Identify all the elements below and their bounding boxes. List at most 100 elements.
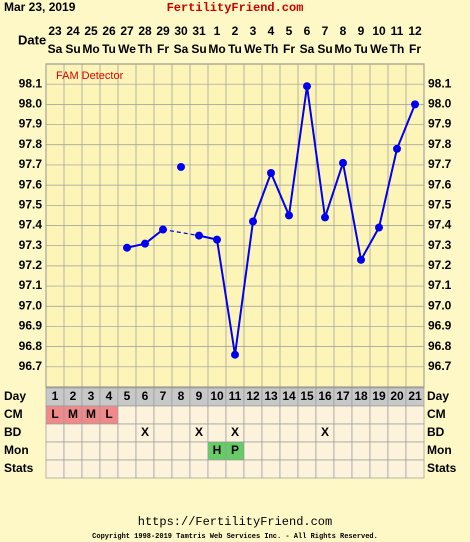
date-label: 11 [391,24,404,38]
y-tick-label-right: 96.8 [428,339,452,353]
weekday-label: Fr [283,42,295,56]
table-cell [171,441,191,461]
date-label: 7 [322,24,329,38]
table-cell [333,459,353,479]
table-cell [369,423,389,443]
row-label: Stats [4,461,34,475]
weekday-label: Th [264,42,279,56]
temperature-point [141,239,149,248]
table-cell [207,459,227,479]
y-tick-label: 97.4 [19,218,43,232]
cell-value: P [231,443,239,457]
table-cell [369,441,389,461]
date-label: 24 [66,24,80,38]
date-label: 30 [174,24,188,38]
date-label: 25 [84,24,98,38]
row-label-right: CM [427,407,446,421]
temperature-point [285,211,293,220]
table-cell [297,423,317,443]
date-label: 23 [48,24,62,38]
date-label: 12 [408,24,422,38]
row-label-right: Mon [427,443,452,457]
day-number: 16 [318,389,332,403]
table-cell [333,441,353,461]
temperature-point [231,350,239,359]
cell-value: X [195,425,203,439]
temperature-point [321,213,329,222]
copyright: Copyright 1998-2019 Tamtris Web Services… [92,533,378,541]
table-cell [333,405,353,425]
table-cell [297,459,317,479]
table-cell [387,405,407,425]
y-tick-label: 97.6 [19,177,43,191]
y-tick-label: 97.8 [19,137,43,151]
table-cell [261,405,281,425]
table-cell [207,423,227,443]
weekday-label: Mo [82,42,99,56]
table-cell [369,459,389,479]
date-label: 31 [192,24,206,38]
day-number: 10 [210,389,224,403]
table-cell [387,441,407,461]
table-cell [279,405,299,425]
day-number: 1 [52,389,59,403]
temperature-point [159,225,167,234]
y-tick-label: 97.9 [19,117,43,131]
cell-value: X [141,425,149,439]
table-cell [153,405,173,425]
weekday-label: Fr [409,42,421,56]
y-tick-label: 97.5 [19,197,43,211]
y-tick-label: 97.2 [19,258,43,272]
weekday-label: Su [191,42,206,56]
y-tick-label-right: 97.6 [428,177,452,191]
temperature-point [339,158,347,167]
y-tick-label: 98.1 [19,76,43,90]
day-number: 8 [178,389,185,403]
table-cell [63,423,83,443]
table-cell [153,423,173,443]
cell-value: X [231,425,239,439]
row-label-right: Stats [427,461,457,475]
temperature-point [249,217,257,226]
table-cell [45,459,65,479]
row-label: BD [4,425,22,439]
day-number: 5 [124,389,131,403]
table-cell [351,423,371,443]
y-tick-label-right: 97.1 [428,278,452,292]
date-label: 29 [156,24,170,38]
table-cell [405,423,425,443]
day-number: 4 [106,389,113,403]
row-label: Day [4,389,26,403]
day-number: 12 [246,389,260,403]
table-cell [81,441,101,461]
table-cell [369,405,389,425]
table-cell [279,441,299,461]
table-cell [243,405,263,425]
weekday-label: Th [390,42,405,56]
table-cell [387,459,407,479]
y-tick-label-right: 96.9 [428,319,452,333]
day-number: 21 [408,389,422,403]
y-tick-label-right: 96.7 [428,359,452,373]
table-cell [171,423,191,443]
weekday-label: Sa [300,42,315,56]
table-cell [351,459,371,479]
cell-value: L [105,407,112,421]
table-cell [99,423,119,443]
y-tick-label: 96.7 [19,359,43,373]
table-cell [135,459,155,479]
temperature-point [411,100,419,109]
day-number: 17 [336,389,350,403]
y-tick-label: 97.7 [19,157,43,171]
y-tick-label: 98.0 [19,97,43,111]
y-tick-label-right: 97.8 [428,137,452,151]
table-cell [315,405,335,425]
y-tick-label-right: 97.0 [428,298,452,312]
table-cell [189,459,209,479]
y-tick-label-right: 97.5 [428,197,452,211]
date-label: 3 [250,24,257,38]
y-tick-label-right: 97.7 [428,157,452,171]
day-number: 14 [282,389,296,403]
y-tick-label-right: 98.0 [428,97,452,111]
